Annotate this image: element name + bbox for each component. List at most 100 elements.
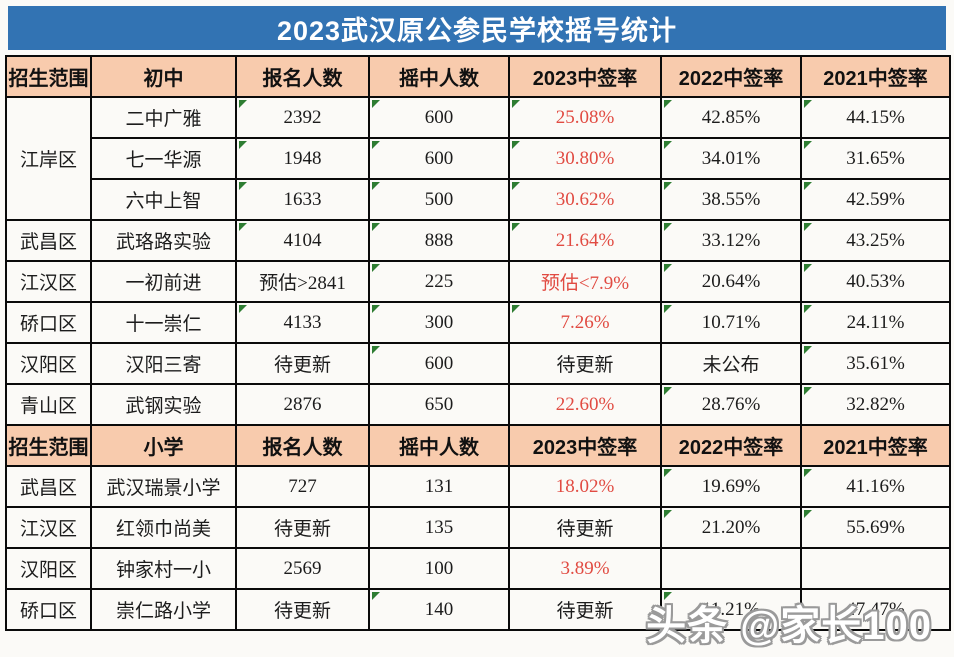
- value-cell: [800, 547, 951, 590]
- cell-text: 4133: [283, 311, 322, 333]
- district-cell: 江汉区: [5, 506, 92, 549]
- school-cell: 七一华源: [90, 137, 237, 180]
- value-cell: 7.26%: [508, 301, 662, 344]
- district-cell: 硚口区: [5, 588, 92, 631]
- value-cell: 55.69%: [800, 506, 951, 549]
- school-cell: 武汉瑞景小学: [90, 465, 237, 508]
- district-cell: 江汉区: [5, 260, 92, 303]
- value-cell: 20.64%: [660, 260, 802, 303]
- value-cell: 38.55%: [660, 178, 802, 221]
- cell-text: 22.60%: [555, 393, 615, 415]
- cell-text: 131: [424, 475, 454, 497]
- cell-text: 待更新: [273, 601, 331, 622]
- cell-text: 未公布: [702, 355, 760, 376]
- table-row: 七一华源 1948 600 30.80% 34.01% 31.65%: [6, 137, 951, 180]
- section-header-row: 招生范围 初中 报名人数 摇中人数 2023中签率 2022中签率 2021中签率: [5, 55, 951, 98]
- value-cell: 1948: [235, 137, 370, 180]
- error-marker-icon: [239, 141, 247, 149]
- value-cell: 预估>2841: [235, 260, 370, 303]
- error-marker-icon: [372, 141, 380, 149]
- cell-text: 2392: [283, 106, 322, 128]
- table-row: 汉阳区 钟家村一小 2569 100 3.89%: [5, 547, 951, 590]
- value-cell: 18.02%: [508, 465, 662, 508]
- cell-text: 待更新: [273, 519, 331, 540]
- value-cell: 42.85%: [660, 96, 802, 139]
- header-cell: 2023中签率: [508, 424, 662, 467]
- value-cell: 待更新: [508, 342, 662, 385]
- value-cell: 24.11%: [800, 301, 951, 344]
- cell-text: 3.89%: [560, 557, 610, 579]
- error-marker-icon: [512, 305, 520, 313]
- cell-text: 20.64%: [701, 270, 761, 292]
- value-cell: 22.60%: [508, 383, 662, 426]
- table-row: 江汉区 红领巾尚美 待更新 135 待更新 21.20% 55.69%: [5, 506, 951, 549]
- value-cell: 33.12%: [660, 219, 802, 262]
- error-marker-icon: [372, 305, 380, 313]
- error-marker-icon: [512, 182, 520, 190]
- header-cell: 2021中签率: [800, 424, 951, 467]
- value-cell: 预估<7.9%: [508, 260, 662, 303]
- cell-text: 650: [424, 393, 454, 415]
- error-marker-icon: [804, 141, 812, 149]
- error-marker-icon: [664, 223, 672, 231]
- cell-text: 47.47%: [846, 598, 905, 620]
- value-cell: 31.65%: [800, 137, 951, 180]
- error-marker-icon: [804, 387, 812, 395]
- cell-text: 43.25%: [846, 229, 905, 251]
- error-marker-icon: [239, 305, 247, 313]
- cell-text: 55.69%: [846, 516, 905, 538]
- error-marker-icon: [664, 469, 672, 477]
- cell-text: 600: [424, 352, 454, 374]
- lottery-stats-table: 招生范围 初中 报名人数 摇中人数 2023中签率 2022中签率 2021中签率 江岸区 二中…: [5, 55, 951, 631]
- header-cell: 小学: [90, 424, 237, 467]
- error-marker-icon: [804, 346, 812, 354]
- school-cell: 武珞路实验: [90, 219, 237, 262]
- cell-text: 1633: [283, 188, 322, 210]
- error-marker-icon: [512, 141, 520, 149]
- error-marker-icon: [512, 223, 520, 231]
- error-marker-icon: [664, 592, 672, 600]
- cell-text: 888: [424, 229, 454, 251]
- table-row: 青山区 武钢实验 2876 650 22.60% 28.76% 32.82%: [5, 383, 951, 426]
- cell-text: 30.80%: [555, 147, 615, 169]
- error-marker-icon: [372, 223, 380, 231]
- cell-text: 34.01%: [701, 147, 761, 169]
- error-marker-icon: [804, 223, 812, 231]
- table-row: 六中上智 1633 500 30.62% 38.55% 42.59%: [6, 178, 951, 221]
- header-cell: 报名人数: [235, 424, 370, 467]
- error-marker-icon: [239, 100, 247, 108]
- cell-text: 42.85%: [701, 106, 761, 128]
- table-row: 硚口区 崇仁路小学 待更新 140 待更新 11.21% 47.47%: [5, 588, 951, 631]
- district-cell: 青山区: [5, 383, 92, 426]
- value-cell: 30.62%: [508, 178, 662, 221]
- error-marker-icon: [664, 264, 672, 272]
- value-cell: 140: [368, 588, 510, 631]
- value-cell: 600: [368, 137, 510, 180]
- value-cell: 21.64%: [508, 219, 662, 262]
- error-marker-icon: [664, 141, 672, 149]
- table-row: 江岸区 二中广雅 2392 600 25.08% 42.85% 44.15%: [5, 96, 951, 221]
- error-marker-icon: [239, 182, 247, 190]
- cell-text: 32.82%: [846, 393, 905, 415]
- error-marker-icon: [804, 469, 812, 477]
- value-cell: 47.47%: [800, 588, 951, 631]
- value-cell: 21.20%: [660, 506, 802, 549]
- district-cell: 硚口区: [5, 301, 92, 344]
- cell-text: 42.59%: [846, 188, 905, 210]
- error-marker-icon: [664, 387, 672, 395]
- header-cell: 招生范围: [5, 424, 92, 467]
- value-cell: 1633: [235, 178, 370, 221]
- cell-text: 100: [424, 557, 454, 579]
- value-cell: 500: [368, 178, 510, 221]
- cell-text: 40.53%: [846, 270, 905, 292]
- school-cell: 六中上智: [90, 178, 237, 221]
- cell-text: 待更新: [273, 355, 331, 376]
- cell-text: 600: [424, 106, 454, 128]
- value-cell: 2876: [235, 383, 370, 426]
- error-marker-icon: [804, 305, 812, 313]
- value-cell: 4104: [235, 219, 370, 262]
- error-marker-icon: [372, 100, 380, 108]
- cell-text: 500: [424, 188, 454, 210]
- value-cell: 3.89%: [508, 547, 662, 590]
- school-cell: 武钢实验: [90, 383, 237, 426]
